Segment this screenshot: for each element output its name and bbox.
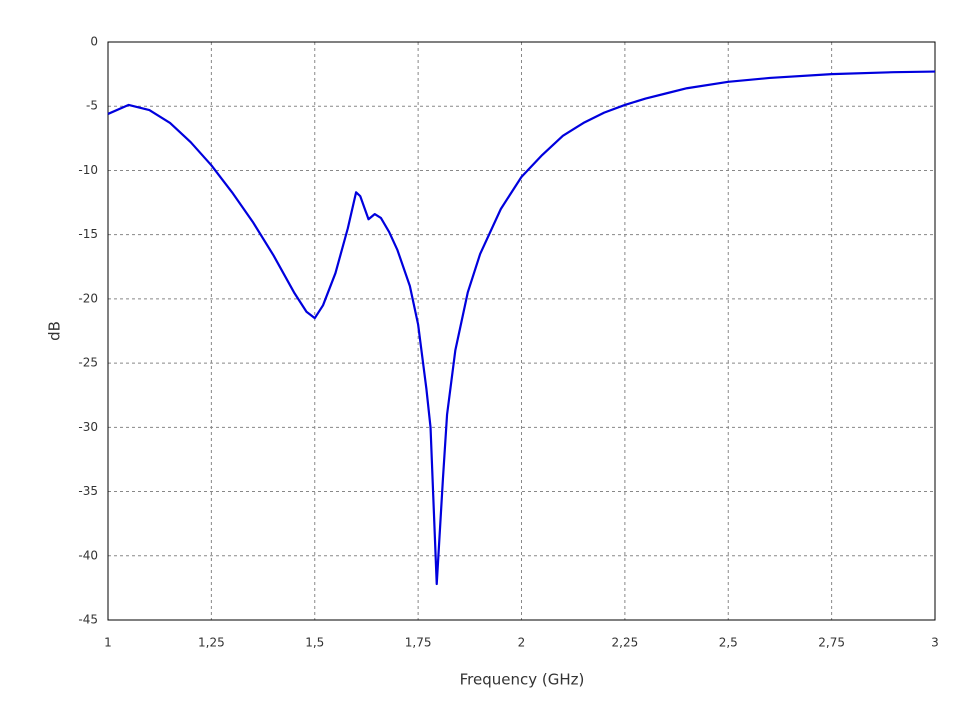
plot-frame <box>107 41 936 621</box>
y-tick-label: -10 <box>78 163 98 177</box>
y-tick-label: -15 <box>78 227 98 241</box>
y-tick-label: 0 <box>90 35 98 49</box>
x-tick-label: 2,5 <box>719 636 738 650</box>
y-tick-label: -25 <box>78 356 98 370</box>
y-tick-label: -30 <box>78 420 98 434</box>
y-axis-title: dB <box>46 321 64 341</box>
x-tick-label: 2,25 <box>612 636 639 650</box>
x-axis-title: Frequency (GHz) <box>460 671 585 689</box>
y-tick-label: -5 <box>86 99 98 113</box>
x-tick-label: 1,25 <box>198 636 225 650</box>
x-tick-label: 2,75 <box>818 636 845 650</box>
y-tick-label: -20 <box>78 291 98 305</box>
x-tick-label: 1,75 <box>405 636 432 650</box>
y-tick-label: -45 <box>78 613 98 627</box>
y-tick-label: -35 <box>78 484 98 498</box>
x-tick-label: 3 <box>931 636 939 650</box>
x-tick-label: 1,5 <box>305 636 324 650</box>
y-tick-label: -40 <box>78 548 98 562</box>
data-line <box>107 70 936 586</box>
x-tick-label: 2 <box>518 636 526 650</box>
x-tick-label: 1 <box>104 636 112 650</box>
